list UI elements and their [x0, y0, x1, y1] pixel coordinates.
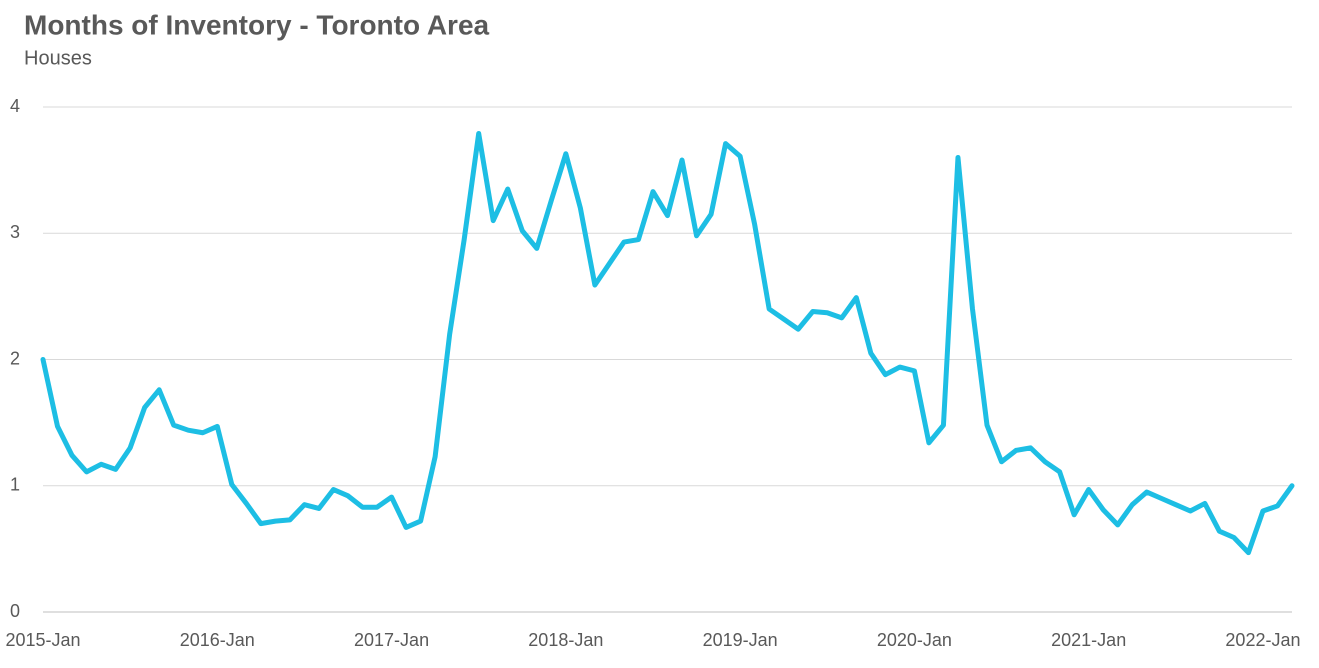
x-tick-label: 2015-Jan	[5, 630, 80, 650]
y-tick-label: 3	[10, 222, 20, 242]
chart-title: Months of Inventory - Toronto Area	[24, 9, 490, 40]
x-tick-label: 2017-Jan	[354, 630, 429, 650]
y-tick-label: 0	[10, 601, 20, 621]
x-tick-label: 2021-Jan	[1051, 630, 1126, 650]
x-tick-label: 2016-Jan	[180, 630, 255, 650]
x-tick-label: 2020-Jan	[877, 630, 952, 650]
chart-subtitle: Houses	[24, 47, 92, 69]
x-tick-label: 2019-Jan	[703, 630, 778, 650]
x-tick-label: 2018-Jan	[528, 630, 603, 650]
data-line	[40, 131, 1295, 556]
y-tick-label: 4	[10, 96, 20, 116]
y-tick-label: 2	[10, 348, 20, 368]
y-tick-label: 1	[10, 475, 20, 495]
x-tick-label: 2022-Jan	[1225, 630, 1300, 650]
